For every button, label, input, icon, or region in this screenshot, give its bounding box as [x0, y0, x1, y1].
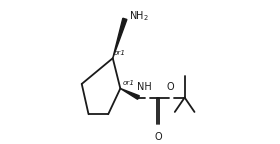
Text: O: O — [166, 82, 174, 91]
Polygon shape — [113, 18, 127, 58]
Polygon shape — [120, 88, 139, 99]
Text: NH: NH — [137, 82, 151, 92]
Text: O: O — [154, 132, 162, 142]
Text: or1: or1 — [123, 80, 135, 86]
Text: or1: or1 — [114, 50, 126, 56]
Text: NH$_2$: NH$_2$ — [129, 10, 149, 23]
